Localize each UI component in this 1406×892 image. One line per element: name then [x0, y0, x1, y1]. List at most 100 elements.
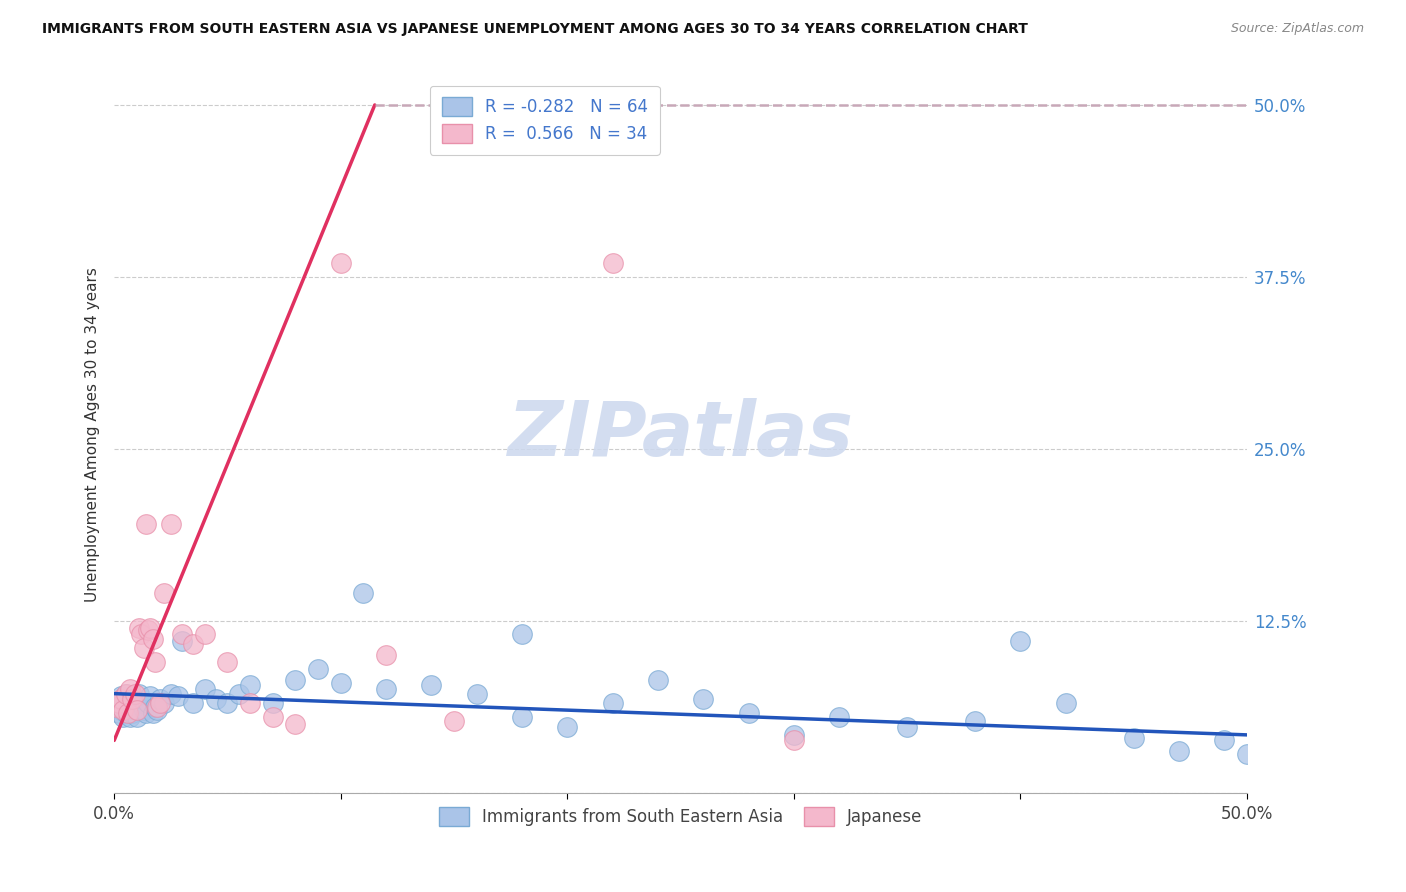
Point [117, 706, 139, 720]
Point [443, 714, 465, 728]
Point [965, 714, 987, 728]
Point [510, 627, 533, 641]
Point [737, 706, 759, 720]
Point [329, 256, 352, 270]
Point [121, 700, 143, 714]
Point [647, 673, 669, 687]
Point [172, 627, 194, 641]
Point [132, 703, 155, 717]
Point [118, 682, 141, 697]
Point [183, 637, 205, 651]
Point [420, 678, 443, 692]
Point [112, 703, 135, 717]
Point [194, 682, 217, 697]
Point [375, 682, 398, 697]
Point [375, 648, 398, 662]
Point [121, 706, 143, 720]
Point [1122, 731, 1144, 745]
Point [1213, 733, 1236, 747]
Text: Source: ZipAtlas.com: Source: ZipAtlas.com [1230, 22, 1364, 36]
Point [148, 696, 170, 710]
Point [1010, 634, 1032, 648]
Point [217, 696, 239, 710]
Point [110, 692, 132, 706]
Point [139, 690, 162, 704]
Point [1168, 744, 1191, 758]
Point [239, 678, 262, 692]
Point [121, 692, 143, 706]
Point [124, 703, 146, 717]
Point [142, 632, 165, 646]
Point [160, 517, 183, 532]
Point [125, 710, 148, 724]
Point [557, 720, 579, 734]
Point [118, 692, 141, 706]
Point [118, 710, 141, 724]
Point [307, 662, 329, 676]
Point [142, 706, 165, 720]
Point [692, 692, 714, 706]
Point [146, 703, 169, 717]
Point [602, 696, 624, 710]
Point [143, 700, 166, 714]
Point [783, 728, 806, 742]
Point [112, 710, 135, 724]
Point [110, 703, 132, 717]
Point [114, 706, 136, 720]
Point [110, 690, 132, 704]
Point [125, 692, 148, 706]
Point [105, 700, 128, 714]
Point [352, 586, 374, 600]
Point [124, 696, 146, 710]
Point [896, 720, 918, 734]
Point [166, 690, 188, 704]
Y-axis label: Unemployment Among Ages 30 to 34 years: Unemployment Among Ages 30 to 34 years [86, 268, 100, 602]
Point [107, 706, 129, 720]
Point [228, 687, 250, 701]
Point [131, 696, 153, 710]
Point [1054, 696, 1077, 710]
Point [194, 627, 217, 641]
Legend: Immigrants from South Eastern Asia, Japanese: Immigrants from South Eastern Asia, Japa… [430, 799, 931, 834]
Point [205, 692, 228, 706]
Point [128, 621, 150, 635]
Point [783, 733, 806, 747]
Point [510, 710, 533, 724]
Point [143, 655, 166, 669]
Point [139, 621, 162, 635]
Point [153, 696, 176, 710]
Point [329, 675, 352, 690]
Point [124, 687, 146, 701]
Point [148, 692, 170, 706]
Point [602, 256, 624, 270]
Point [136, 624, 159, 638]
Point [284, 673, 307, 687]
Point [183, 696, 205, 710]
Point [114, 687, 136, 701]
Point [125, 703, 148, 717]
Point [239, 696, 262, 710]
Point [112, 692, 135, 706]
Point [107, 696, 129, 710]
Point [465, 687, 488, 701]
Point [262, 696, 284, 710]
Point [114, 687, 136, 701]
Point [135, 517, 157, 532]
Point [217, 655, 239, 669]
Point [135, 706, 157, 720]
Point [172, 634, 194, 648]
Point [828, 710, 851, 724]
Point [128, 687, 150, 701]
Point [262, 710, 284, 724]
Point [153, 586, 176, 600]
Point [117, 696, 139, 710]
Point [160, 687, 183, 701]
Point [131, 627, 153, 641]
Point [107, 696, 129, 710]
Text: ZIPatlas: ZIPatlas [508, 398, 853, 472]
Text: IMMIGRANTS FROM SOUTH EASTERN ASIA VS JAPANESE UNEMPLOYMENT AMONG AGES 30 TO 34 : IMMIGRANTS FROM SOUTH EASTERN ASIA VS JA… [42, 22, 1028, 37]
Point [284, 717, 307, 731]
Point [1236, 747, 1258, 761]
Point [105, 700, 128, 714]
Point [136, 696, 159, 710]
